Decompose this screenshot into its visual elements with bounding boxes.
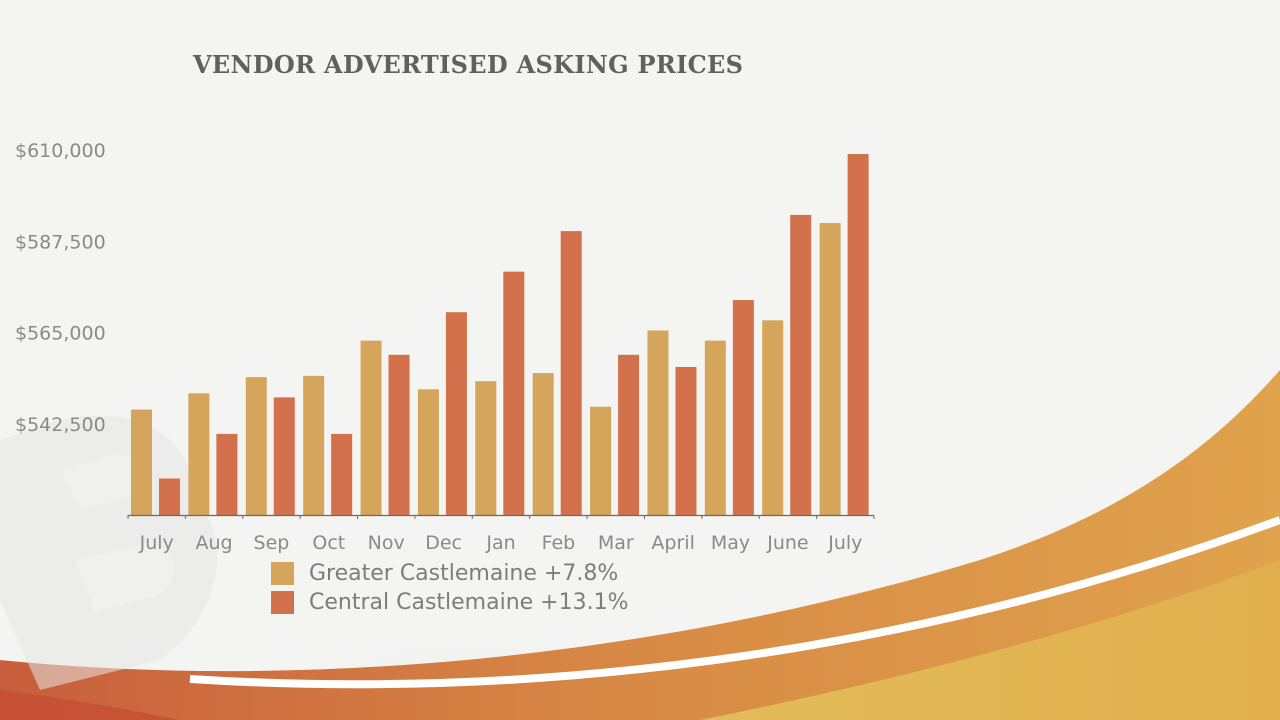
legend-label-central-castlemaine: Central Castlemaine +13.1% (309, 590, 629, 615)
y-tick-label: $587,500 (15, 231, 106, 253)
bar-greater-castlemaine (532, 373, 554, 515)
bar-central-castlemaine (445, 312, 467, 515)
bar-greater-castlemaine (647, 330, 669, 515)
legend-item-greater-castlemaine: Greater Castlemaine +7.8% (271, 559, 629, 588)
bar-greater-castlemaine (819, 223, 841, 515)
x-tick-label: Mar (598, 532, 634, 554)
bar-central-castlemaine (732, 300, 754, 515)
legend-item-central-castlemaine: Central Castlemaine +13.1% (271, 588, 629, 617)
bar-central-castlemaine (675, 366, 697, 515)
x-tick-label: Nov (368, 532, 405, 554)
bar-central-castlemaine (388, 354, 410, 515)
bar-greater-castlemaine (590, 406, 612, 515)
x-tick-label: April (651, 532, 694, 554)
x-tick-label: Dec (425, 532, 462, 554)
bar-greater-castlemaine (131, 409, 152, 515)
legend-label-greater-castlemaine: Greater Castlemaine +7.8% (309, 561, 619, 586)
x-tick-label: June (766, 532, 808, 554)
bar-greater-castlemaine (417, 389, 439, 515)
bar-central-castlemaine (273, 397, 295, 515)
bar-greater-castlemaine (360, 340, 382, 515)
bar-greater-castlemaine (762, 320, 784, 515)
x-tick-label: Sep (254, 532, 290, 554)
x-tick-label: Oct (312, 532, 345, 554)
bar-greater-castlemaine (188, 393, 210, 515)
bar-central-castlemaine (331, 433, 353, 515)
bar-central-castlemaine (847, 154, 869, 516)
legend-swatch-central-castlemaine (271, 591, 294, 614)
y-tick-label: $542,500 (15, 414, 106, 436)
bar-central-castlemaine (618, 354, 640, 515)
legend-swatch-greater-castlemaine (271, 562, 294, 585)
x-tick-label: July (139, 532, 174, 554)
chart-title: VENDOR ADVERTISED ASKING PRICES (193, 50, 744, 79)
x-tick-label: July (827, 532, 862, 554)
bar-central-castlemaine (159, 478, 180, 515)
bar-greater-castlemaine (475, 381, 497, 515)
y-tick-label: $565,000 (15, 323, 106, 345)
x-tick-label: May (711, 532, 750, 554)
bar-greater-castlemaine (303, 375, 325, 515)
bar-greater-castlemaine (704, 340, 726, 515)
bar-central-castlemaine (560, 231, 582, 515)
x-tick-label: Aug (196, 532, 233, 554)
bar-central-castlemaine (790, 214, 812, 515)
bar-central-castlemaine (503, 271, 525, 515)
x-tick-label: Feb (542, 532, 576, 554)
legend: Greater Castlemaine +7.8% Central Castle… (271, 559, 629, 617)
x-tick-label: Jan (485, 532, 515, 554)
bar-greater-castlemaine (245, 377, 267, 515)
bar-central-castlemaine (216, 433, 238, 515)
y-tick-label: $610,000 (15, 140, 106, 162)
